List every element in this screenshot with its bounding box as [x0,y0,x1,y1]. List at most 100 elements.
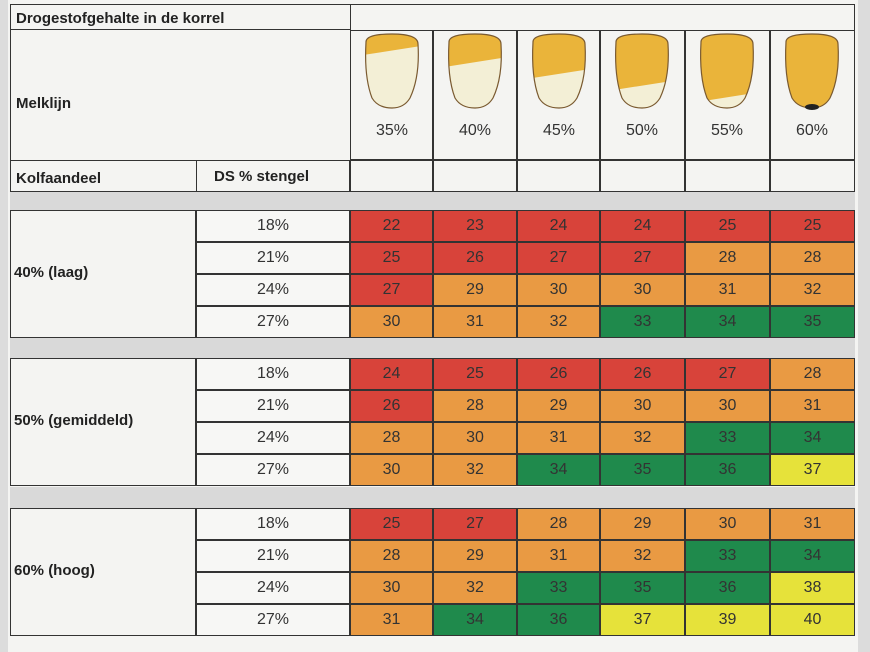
value-cell: 31 [433,306,517,338]
value-cell: 34 [433,604,517,636]
value-cell: 34 [517,454,600,486]
kolfaandeel-group-cell [10,358,196,486]
value-cell: 33 [517,572,600,604]
value-cell: 29 [433,540,517,572]
value-cell: 31 [770,390,855,422]
value-cell: 24 [517,210,600,242]
kolfaandeel-group-cell [10,508,196,636]
kolfaandeel-group-label: 40% (laag) [14,264,89,281]
kernel-column-cell [770,30,855,160]
section-gap [10,338,855,358]
value-cell: 28 [517,508,600,540]
value-cell: 30 [350,306,433,338]
value-cell: 35 [770,306,855,338]
value-cell: 26 [517,358,600,390]
value-cell: 30 [685,390,770,422]
value-cell: 30 [433,422,517,454]
kernel-column-cell [350,30,433,160]
kernel-column-cell [433,30,517,160]
value-cell: 23 [433,210,517,242]
ds-stengel-cell: 24% [196,572,350,604]
kolfaandeel-group-cell [10,210,196,338]
milkline-percent: 35% [375,122,409,139]
value-cell: 22 [350,210,433,242]
kernel-icon [532,33,586,109]
value-cell: 38 [770,572,855,604]
column-subheader-cell [600,160,685,192]
value-cell: 26 [350,390,433,422]
value-cell: 35 [600,454,685,486]
value-cell: 34 [685,306,770,338]
value-cell: 28 [685,242,770,274]
value-cell: 29 [433,274,517,306]
value-cell: 31 [770,508,855,540]
value-cell: 27 [517,242,600,274]
kernel-column-cell [517,30,600,160]
value-cell: 29 [600,508,685,540]
section-gap [10,192,855,210]
value-cell: 28 [350,422,433,454]
value-cell: 34 [770,540,855,572]
value-cell: 36 [685,454,770,486]
kolfaandeel-group-label: 50% (gemiddeld) [14,412,134,429]
value-cell: 26 [600,358,685,390]
milkline-percent: 55% [710,122,744,139]
value-cell: 28 [770,358,855,390]
value-cell: 25 [685,210,770,242]
value-cell: 37 [770,454,855,486]
ds-stengel-cell: 18% [196,508,350,540]
ds-stengel-cell: 21% [196,242,350,274]
milkline-percent: 50% [625,122,659,139]
column-subheader-cell [770,160,855,192]
table-title: Drogestofgehalte in de korrel [16,10,225,27]
value-cell: 39 [685,604,770,636]
value-cell: 34 [770,422,855,454]
value-cell: 30 [600,274,685,306]
value-cell: 36 [517,604,600,636]
value-cell: 37 [600,604,685,636]
ds-stengel-cell: 24% [196,274,350,306]
value-cell: 32 [433,572,517,604]
kolfaandeel-group-label: 60% (hoog) [14,562,95,579]
value-cell: 32 [517,306,600,338]
milkline-percent: 40% [458,122,492,139]
value-cell: 33 [685,540,770,572]
ds-stengel-cell: 21% [196,540,350,572]
ds-stengel-cell: 27% [196,306,350,338]
value-cell: 25 [433,358,517,390]
value-cell: 30 [685,508,770,540]
ds-stengel-label: DS % stengel [214,168,310,185]
value-cell: 32 [433,454,517,486]
value-cell: 28 [770,242,855,274]
kernel-column-cell [600,30,685,160]
value-cell: 33 [600,306,685,338]
kernel-icon [365,33,419,109]
ds-stengel-cell: 18% [196,358,350,390]
value-cell: 40 [770,604,855,636]
value-cell: 32 [600,540,685,572]
melklijn-label: Melklijn [16,95,72,112]
ds-stengel-cell: 24% [196,422,350,454]
value-cell: 27 [600,242,685,274]
milkline-percent: 60% [795,122,829,139]
value-cell: 29 [517,390,600,422]
value-cell: 27 [433,508,517,540]
kernel-column-cell [685,30,770,160]
value-cell: 27 [350,274,433,306]
title-cell [10,4,350,30]
value-cell: 24 [600,210,685,242]
value-cell: 36 [685,572,770,604]
column-subheader-cell [350,160,433,192]
value-cell: 31 [350,604,433,636]
ds-stengel-cell: 18% [196,210,350,242]
ds-header-cell [196,160,350,192]
column-subheader-cell [517,160,600,192]
ds-stengel-cell: 27% [196,604,350,636]
value-cell: 25 [350,508,433,540]
kernel-icon [785,33,839,110]
value-cell: 30 [350,572,433,604]
column-subheader-cell [685,160,770,192]
value-cell: 24 [350,358,433,390]
kernel-icon [615,33,669,109]
ds-stengel-cell: 27% [196,454,350,486]
